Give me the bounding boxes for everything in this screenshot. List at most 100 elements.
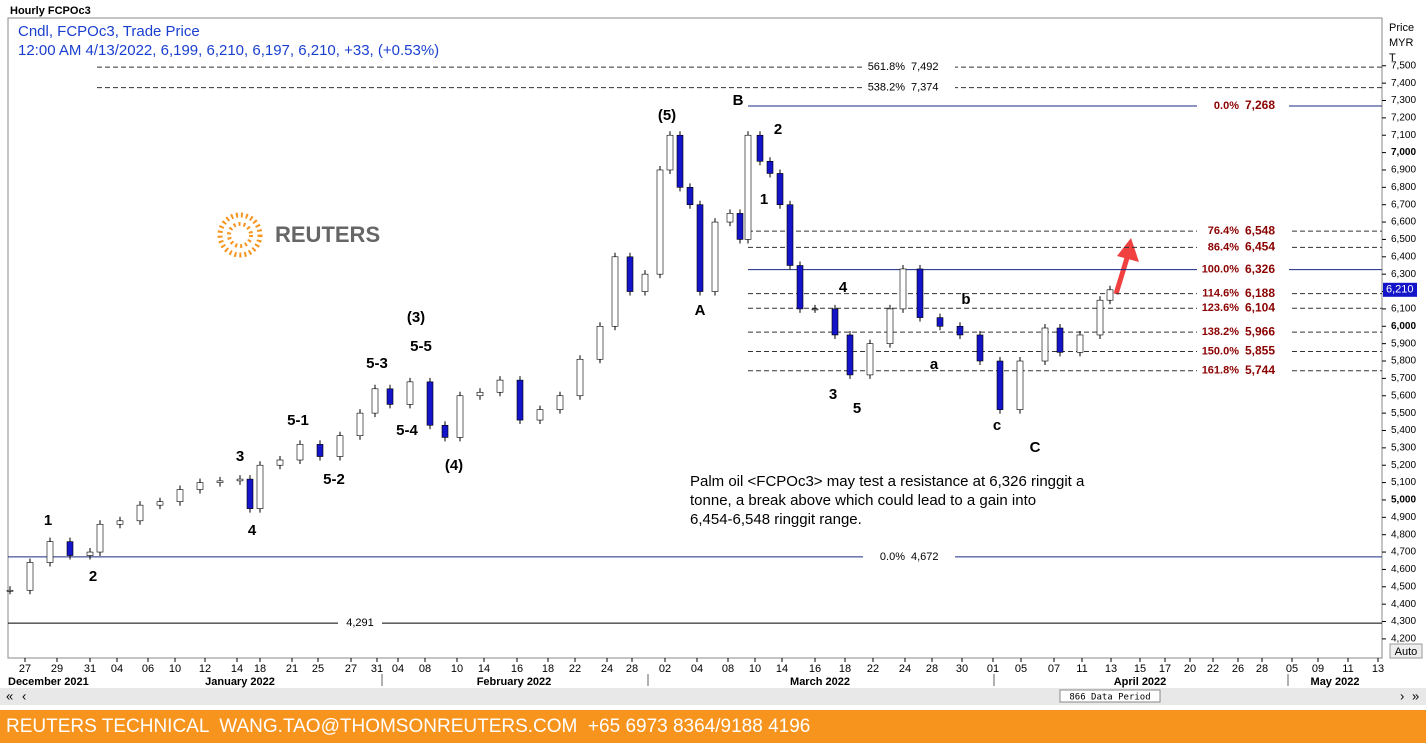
x-tick-label: 05 — [1015, 663, 1027, 675]
reuters-logo: REUTERS — [213, 202, 380, 266]
candle — [96, 523, 104, 553]
auto-button[interactable] — [1389, 643, 1423, 659]
level-label-bg — [1197, 326, 1289, 339]
x-tick-label: 31 — [371, 663, 383, 675]
candle — [496, 379, 504, 393]
x-tick-label: 31 — [84, 663, 96, 675]
wave-label: 5-2 — [323, 471, 345, 488]
candle — [386, 388, 394, 405]
level-value: 7,374 — [911, 82, 939, 94]
scroll-thumb[interactable] — [1059, 689, 1161, 703]
wave-label: c — [993, 417, 1001, 434]
wave-label: 5 — [853, 400, 861, 417]
candle — [886, 308, 894, 344]
level-ratio: 561.8% — [868, 61, 906, 73]
level-value: 5,966 — [1245, 324, 1275, 338]
candle — [1056, 327, 1064, 353]
x-tick-label: 12 — [199, 663, 211, 675]
y-tick-label: 7,100 — [1391, 130, 1416, 141]
y-tick-label: 4,400 — [1391, 599, 1416, 610]
level-value: 5,744 — [1245, 363, 1275, 377]
level-label: 0.0% 7,268 — [1197, 98, 1289, 112]
level-ratio: 0.0% — [880, 551, 905, 563]
x-tick-label: 22 — [569, 663, 581, 675]
x-tick-label: 14 — [231, 663, 243, 675]
level-label: 4,291 — [338, 617, 382, 630]
level-ratio: 114.6% — [1202, 288, 1239, 300]
level-label-bg — [1197, 287, 1289, 300]
x-tick-label: 08 — [722, 663, 734, 675]
level-ratio: 100.0% — [1202, 264, 1240, 276]
candle — [316, 444, 324, 457]
scroll-step-left[interactable]: ‹ — [22, 688, 26, 703]
scroll-left[interactable]: « — [6, 688, 13, 703]
candle — [916, 268, 924, 318]
wave-label: 4 — [839, 279, 848, 296]
level-label: 100.0% 6,326 — [1197, 262, 1289, 276]
wave-label: 1 — [760, 191, 768, 208]
comment-line: tonne, a break above which could lead to… — [690, 492, 1036, 509]
level-value: 6,454 — [1245, 240, 1275, 254]
level-label-bg — [863, 61, 955, 74]
y-tick-label: 6,500 — [1391, 234, 1416, 245]
wave-label: 5-1 — [287, 412, 309, 429]
candle — [516, 379, 524, 421]
y-tick-label: 5,000 — [1391, 495, 1416, 506]
y-tick-label: 4,800 — [1391, 529, 1416, 540]
level-ratio: 538.2% — [868, 82, 906, 94]
y-tick-label: 4,600 — [1391, 564, 1416, 575]
y-tick-label: 6,800 — [1391, 182, 1416, 193]
level-label-bg — [1197, 302, 1289, 315]
x-tick-label: 28 — [626, 663, 638, 675]
wave-label: 3 — [236, 448, 244, 465]
logo-mark — [217, 212, 263, 258]
y-tick-label: 5,300 — [1391, 442, 1416, 453]
x-tick-label: 11 — [1342, 663, 1353, 675]
last-price-label: 6,210 — [1386, 284, 1414, 296]
candle — [666, 134, 674, 171]
arrow-head — [1117, 238, 1139, 262]
scrollbar[interactable] — [0, 688, 1426, 705]
wave-label: B — [733, 92, 744, 109]
level-label: 150.0% 5,855 — [1197, 344, 1289, 358]
x-tick-label: 18 — [542, 663, 554, 675]
level-label-bg — [863, 550, 955, 563]
candle — [441, 424, 449, 438]
level-ratio: 76.4% — [1208, 225, 1239, 237]
x-tick-label: 02 — [659, 663, 671, 675]
scroll-step-right[interactable]: › — [1400, 688, 1404, 703]
x-tick-label: 06 — [142, 663, 154, 675]
candle — [686, 187, 694, 206]
y-axis-label: Price — [1389, 22, 1414, 34]
level-value: 7,492 — [911, 61, 939, 73]
x-tick-label: 14 — [776, 663, 788, 675]
candle — [456, 395, 464, 438]
candle — [766, 160, 774, 174]
y-tick-label: 4,200 — [1391, 634, 1416, 645]
x-tick-label: 29 — [51, 663, 63, 675]
y-tick-label: 5,100 — [1391, 477, 1416, 488]
candle — [811, 308, 819, 311]
wave-label: A — [695, 302, 706, 319]
x-tick-label: 04 — [691, 663, 703, 675]
wave-label: (4) — [445, 457, 463, 474]
month-label: March 2022 — [790, 676, 850, 688]
y-tick-label: 5,800 — [1391, 356, 1416, 367]
x-tick-label: 01 — [987, 663, 999, 675]
logo-mark — [227, 222, 253, 248]
level-label-bg — [338, 617, 382, 630]
candle — [406, 381, 414, 405]
auto-button-label[interactable]: Auto — [1395, 646, 1418, 658]
candle — [976, 334, 984, 362]
wave-label: 5-4 — [396, 422, 418, 439]
scroll-right[interactable]: » — [1412, 688, 1419, 703]
chart-title: Hourly FCPOc3 — [10, 5, 91, 17]
x-tick-label: 27 — [345, 663, 357, 675]
level-ratio: 161.8% — [1202, 365, 1240, 377]
candle — [831, 308, 839, 336]
y-tick-label: 6,100 — [1391, 304, 1416, 315]
wave-label: 3 — [829, 386, 837, 403]
candle — [1106, 289, 1114, 301]
candle — [726, 213, 734, 223]
level-label-bg — [1197, 100, 1289, 113]
